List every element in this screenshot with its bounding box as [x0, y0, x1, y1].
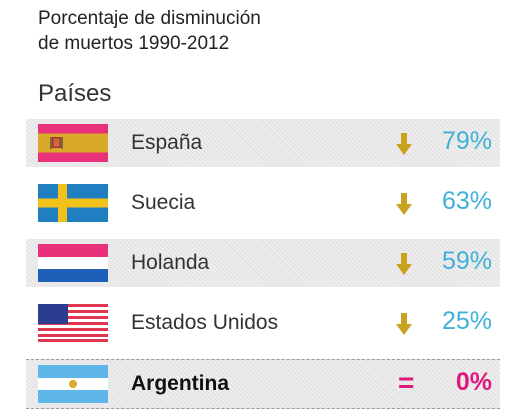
country-name: España	[131, 131, 203, 154]
decrease-value: 59%	[441, 247, 492, 275]
title-line-2: de muertos 1990-2012	[38, 33, 230, 54]
country-name: Argentina	[131, 372, 230, 395]
equals-indicator: =	[398, 367, 415, 398]
table-row: Estados Unidos 25%	[26, 299, 500, 347]
table-row: Suecia 63%	[26, 179, 500, 227]
table-row: España 79%	[26, 119, 500, 167]
down-arrow-icon	[396, 133, 412, 155]
netherlands-flag-icon	[38, 244, 108, 282]
spain-flag-icon	[38, 124, 108, 162]
argentina-flag-icon	[38, 365, 108, 403]
country-name: Estados Unidos	[131, 311, 279, 334]
down-arrow-icon	[396, 313, 412, 335]
decrease-value: 25%	[441, 307, 492, 335]
decrease-value: 63%	[441, 187, 492, 215]
decrease-value: 0%	[455, 368, 492, 396]
chart-title: Porcentaje de disminución de muertos 199…	[38, 6, 478, 56]
down-arrow-icon	[396, 193, 412, 215]
country-name: Holanda	[131, 251, 210, 274]
sweden-flag-icon	[38, 184, 108, 222]
column-header-countries: Países	[38, 80, 112, 107]
usa-flag-icon	[38, 304, 108, 342]
table-row: Holanda 59%	[26, 239, 500, 287]
country-name: Suecia	[131, 191, 196, 214]
down-arrow-icon	[396, 253, 412, 275]
decrease-value: 79%	[441, 127, 492, 155]
table-row: Argentina = 0%	[26, 359, 500, 409]
title-line-1: Porcentaje de disminución	[38, 8, 261, 29]
